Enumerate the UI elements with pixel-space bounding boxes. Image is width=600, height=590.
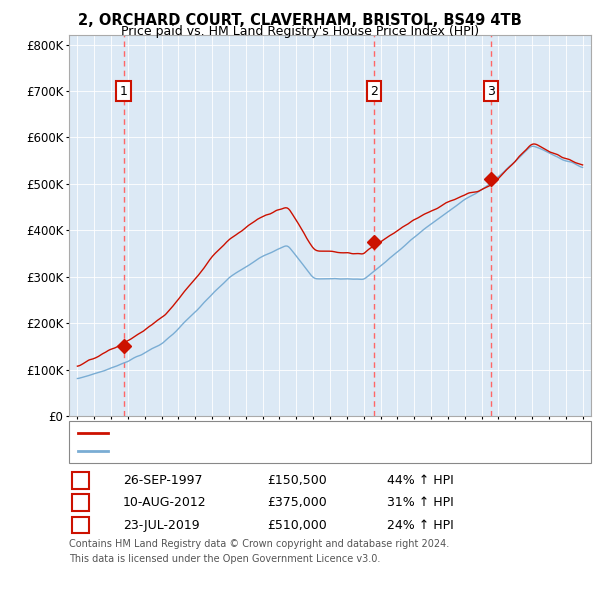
Text: 1: 1 — [119, 84, 127, 97]
Text: 2: 2 — [76, 496, 85, 509]
Text: £375,000: £375,000 — [267, 496, 327, 509]
Text: Contains HM Land Registry data © Crown copyright and database right 2024.: Contains HM Land Registry data © Crown c… — [69, 539, 449, 549]
Text: HPI: Average price, detached house, North Somerset: HPI: Average price, detached house, Nort… — [113, 446, 407, 456]
Text: 31% ↑ HPI: 31% ↑ HPI — [387, 496, 454, 509]
Text: 2: 2 — [370, 84, 378, 97]
Text: £150,500: £150,500 — [267, 474, 327, 487]
Text: 24% ↑ HPI: 24% ↑ HPI — [387, 519, 454, 532]
Text: 1: 1 — [76, 474, 85, 487]
Text: 3: 3 — [487, 84, 495, 97]
Text: 26-SEP-1997: 26-SEP-1997 — [123, 474, 203, 487]
Text: 44% ↑ HPI: 44% ↑ HPI — [387, 474, 454, 487]
Text: 2, ORCHARD COURT, CLAVERHAM, BRISTOL, BS49 4TB: 2, ORCHARD COURT, CLAVERHAM, BRISTOL, BS… — [78, 13, 522, 28]
Text: Price paid vs. HM Land Registry's House Price Index (HPI): Price paid vs. HM Land Registry's House … — [121, 25, 479, 38]
Text: 23-JUL-2019: 23-JUL-2019 — [123, 519, 200, 532]
Text: 3: 3 — [76, 519, 85, 532]
Text: 10-AUG-2012: 10-AUG-2012 — [123, 496, 206, 509]
Text: This data is licensed under the Open Government Licence v3.0.: This data is licensed under the Open Gov… — [69, 554, 380, 564]
Text: 2, ORCHARD COURT, CLAVERHAM, BRISTOL, BS49 4TB (detached house): 2, ORCHARD COURT, CLAVERHAM, BRISTOL, BS… — [113, 428, 518, 438]
Text: £510,000: £510,000 — [267, 519, 327, 532]
